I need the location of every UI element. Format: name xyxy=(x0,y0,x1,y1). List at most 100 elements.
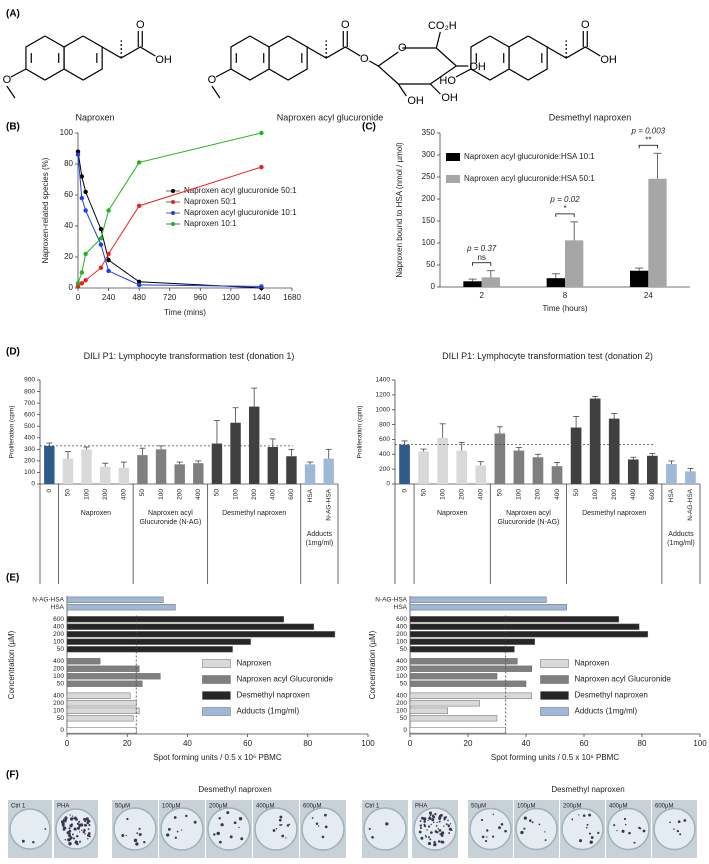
bar xyxy=(647,455,658,484)
group-label-box: Adducts (1mg/ml) xyxy=(667,531,695,547)
spot xyxy=(544,839,547,842)
spot xyxy=(428,811,433,815)
x-tick-label: 400 xyxy=(121,489,128,500)
bar xyxy=(666,463,677,484)
spot xyxy=(280,823,283,826)
spot xyxy=(418,830,422,834)
spot xyxy=(480,818,484,822)
x-tick-label: 100 xyxy=(232,489,239,500)
bar xyxy=(66,623,315,630)
x-tick-label: 40 xyxy=(522,739,531,748)
well xyxy=(515,807,558,851)
data-point xyxy=(75,152,81,157)
spot xyxy=(385,822,389,826)
x-tick-label: 960 xyxy=(194,293,208,302)
y-tick-label: 250 xyxy=(422,172,436,181)
bond xyxy=(546,46,601,59)
spot xyxy=(443,817,446,820)
bar xyxy=(409,604,567,611)
spot xyxy=(426,829,428,831)
y-tick-label: 500 xyxy=(24,423,35,430)
y-tick-label: 200 xyxy=(422,194,436,203)
spot xyxy=(683,819,687,822)
well-label: 200µM xyxy=(209,804,227,810)
spot xyxy=(321,835,325,839)
spot xyxy=(68,834,72,838)
atom-label: OH xyxy=(469,61,486,73)
x-tick-label: 200 xyxy=(535,489,542,500)
spot xyxy=(87,828,90,830)
y-tick-label: 50 xyxy=(57,646,65,653)
spot xyxy=(447,825,450,828)
spot xyxy=(616,829,618,832)
well xyxy=(160,807,204,851)
spot xyxy=(429,838,432,841)
group-label: Naproxen xyxy=(437,509,468,517)
x-tick-label: 0 xyxy=(408,739,413,748)
legend-label: Desmethyl naproxen xyxy=(575,691,648,700)
spot xyxy=(433,821,435,824)
bond xyxy=(306,46,361,59)
y-tick-label: 800 xyxy=(24,388,35,395)
bar xyxy=(66,616,284,623)
spot xyxy=(579,839,583,843)
spot xyxy=(491,835,495,838)
atom-label: O xyxy=(208,74,217,86)
well-label: 600µM xyxy=(655,804,673,810)
well-label: 400µM xyxy=(609,804,627,810)
y-tick-label: 100 xyxy=(396,707,407,714)
x-tick-label: 50 xyxy=(139,489,146,497)
data-point xyxy=(106,208,111,213)
group-label: Desmethyl naproxen xyxy=(222,509,287,517)
spot xyxy=(62,818,65,821)
bar xyxy=(66,680,143,687)
x-tick-label: 100 xyxy=(158,489,165,500)
legend-marker xyxy=(171,189,175,193)
legend-label: Naproxen acyl glucuronide 10:1 xyxy=(184,208,297,217)
well-label: 200µM xyxy=(563,804,581,810)
y-tick-label: 100 xyxy=(53,707,64,714)
y-tick-label: 400 xyxy=(396,658,407,665)
x-tick-label: 80 xyxy=(638,739,647,748)
x-axis-label: Time (hours) xyxy=(542,304,587,313)
x-tick-label: 50 xyxy=(573,489,580,497)
group-label: Desmethyl naproxen xyxy=(582,509,647,517)
spot xyxy=(73,827,77,831)
y-axis-label: Naproxen bound to HSA (nmol / µmol) xyxy=(395,142,404,278)
group-label-box: Naproxen acyl Glucuronide (N-AG) xyxy=(139,510,201,526)
y-tick-label: HSA xyxy=(51,604,65,611)
legend-swatch xyxy=(202,707,231,716)
spot xyxy=(538,823,541,826)
bar xyxy=(66,727,137,734)
group-label: Naproxen xyxy=(80,509,112,517)
data-point xyxy=(136,203,142,209)
spot xyxy=(218,817,221,820)
spot xyxy=(445,823,448,826)
spot xyxy=(523,827,526,830)
legend-marker xyxy=(171,222,175,226)
legend-label: Naproxen 50:1 xyxy=(184,197,237,206)
spot xyxy=(79,841,81,843)
data-point xyxy=(106,268,111,274)
spot xyxy=(419,827,422,830)
spot xyxy=(433,843,437,847)
atom-label: HO xyxy=(439,75,456,87)
spot xyxy=(420,836,424,840)
legend-label: Naproxen acyl Glucuronide xyxy=(236,675,333,684)
y-tick-label: 600 xyxy=(396,616,407,623)
spot xyxy=(174,836,177,839)
spot xyxy=(81,829,83,832)
spot xyxy=(185,814,188,818)
significance-mark: ns xyxy=(477,253,485,262)
y-tick-label: 50 xyxy=(400,646,408,653)
spot xyxy=(427,819,429,822)
bar xyxy=(409,658,518,665)
well xyxy=(113,807,157,851)
spot xyxy=(85,824,88,827)
atom-label: OH xyxy=(441,92,458,104)
spot xyxy=(492,813,495,815)
spot xyxy=(62,826,66,829)
legend-label: Naproxen acyl glucuronide 50:1 xyxy=(184,186,297,195)
bar xyxy=(409,727,506,734)
x-tick-label: 240 xyxy=(102,293,116,302)
